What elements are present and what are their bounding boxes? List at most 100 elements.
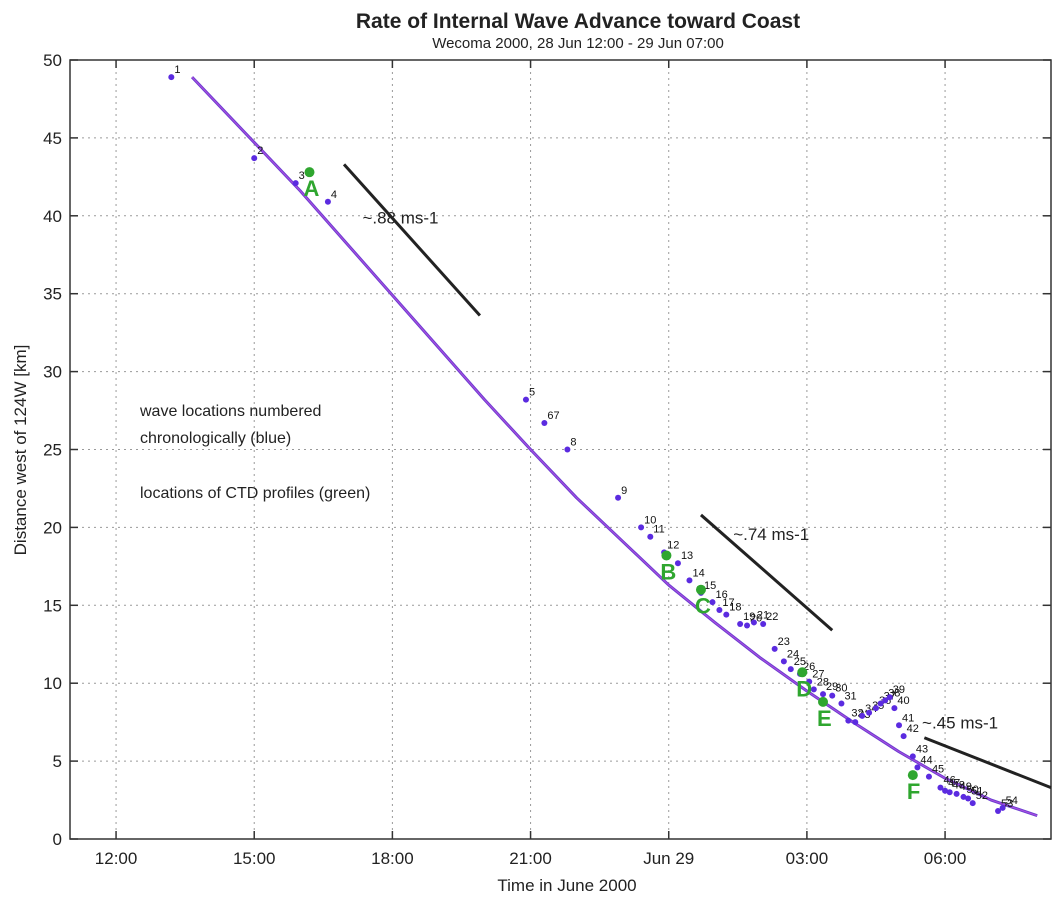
- y-tick-label: 5: [53, 752, 62, 771]
- fit-curve-layer: [190, 76, 1038, 818]
- wave-point: [942, 787, 949, 794]
- wave-point-label: 3: [299, 170, 305, 182]
- wave-point: [615, 494, 622, 501]
- wave-point-label: 42: [907, 723, 919, 735]
- wave-point: [925, 773, 932, 780]
- wave-point: [638, 524, 645, 531]
- wave-point: [946, 789, 953, 796]
- wave-point-label: 15: [704, 580, 716, 592]
- wave-point: [522, 396, 529, 403]
- wave-point-label: 54: [1006, 795, 1018, 807]
- wave-point-label: 4: [331, 189, 337, 201]
- x-tick-label: 12:00: [95, 849, 138, 868]
- x-axis-label: Time in June 2000: [497, 876, 636, 895]
- rate-line: [342, 163, 482, 317]
- wave-point: [723, 611, 730, 618]
- wave-point: [891, 705, 898, 712]
- y-tick-label: 0: [53, 830, 62, 849]
- wave-point: [965, 795, 972, 802]
- wave-point: [859, 712, 866, 719]
- x-tick-label: 15:00: [233, 849, 276, 868]
- wave-point: [872, 705, 879, 712]
- wave-point: [292, 180, 299, 187]
- y-tick-label: 25: [43, 441, 62, 460]
- wave-point: [709, 599, 716, 606]
- grid-layer: [70, 59, 1051, 840]
- wave-point: [886, 694, 893, 701]
- wave-point-label: 21: [757, 609, 769, 621]
- wave-point-label: 28: [817, 676, 829, 688]
- ctd-points-layer: A BC DE F: [303, 167, 920, 804]
- wave-point: [716, 606, 723, 613]
- wave-point-label: 27: [812, 669, 824, 681]
- annotation-line-2: chronologically (blue): [140, 430, 291, 447]
- axes-layer: 12:00 15:00 18:00 21:00 Jun 29 03:00 06:00 0 5 10…: [43, 51, 1052, 868]
- wave-point: [960, 793, 967, 800]
- wave-point-label: 8: [570, 437, 576, 449]
- wave-point: [686, 577, 693, 584]
- x-tick-label: 18:00: [371, 849, 414, 868]
- annotations-layer: wave locations numbered chronologically …: [139, 403, 370, 502]
- wave-point: [995, 807, 1002, 814]
- wave-point-label: 49: [960, 781, 972, 793]
- wave-point-label: 39: [893, 684, 905, 696]
- wave-point: [787, 666, 794, 673]
- y-axis-label: Distance west of 124W [km]: [11, 345, 30, 556]
- wave-point-label: 5: [529, 387, 535, 399]
- wave-point: [564, 446, 571, 453]
- wave-point-label: 48: [953, 779, 965, 791]
- wave-point: [810, 686, 817, 693]
- y-tick-label: 35: [43, 285, 62, 304]
- rate-label: ~.45 ms-1: [922, 713, 998, 732]
- wave-point-label: 44: [920, 754, 932, 766]
- chart-subtitle: Wecoma 2000, 28 Jun 12:00 - 29 Jun 07:00: [432, 35, 724, 52]
- wave-point-label: 9: [621, 485, 627, 497]
- wave-point-label: 50: [966, 784, 978, 796]
- wave-point: [937, 784, 944, 791]
- ctd-point: [695, 584, 706, 595]
- wave-point-label: 10: [644, 514, 656, 526]
- wave-point: [737, 620, 744, 627]
- wave-point-label: 52: [976, 790, 988, 802]
- ctd-point: [661, 550, 672, 561]
- x-tick-label: 06:00: [924, 849, 967, 868]
- wave-point: [953, 790, 960, 797]
- wave-point: [674, 560, 681, 567]
- wave-point: [896, 722, 903, 729]
- rate-line: [699, 513, 834, 632]
- wave-point-label: 67: [547, 410, 559, 422]
- wave-point: [541, 420, 548, 427]
- annotation-line-1: wave locations numbered: [139, 403, 321, 420]
- rate-label: ~.88 ms-1: [362, 209, 438, 228]
- y-tick-label: 20: [43, 518, 62, 537]
- wave-point-label: 25: [794, 656, 806, 668]
- wave-point-label: 24: [787, 648, 799, 660]
- wave-point-label: 41: [902, 712, 914, 724]
- wave-point-label: 22: [766, 611, 778, 623]
- wave-point: [780, 658, 787, 665]
- wave-point-label: 11: [653, 524, 664, 536]
- x-tick-label: 21:00: [509, 849, 552, 868]
- wave-point-label: 18: [729, 602, 741, 614]
- wave-point-label: 30: [835, 683, 847, 695]
- wave-point: [877, 700, 884, 707]
- y-tick-label: 45: [43, 129, 62, 148]
- wave-point: [914, 764, 921, 771]
- ctd-point-label: D: [796, 676, 812, 701]
- x-tick-label: 03:00: [786, 849, 829, 868]
- wave-point: [251, 155, 258, 162]
- ctd-point: [304, 167, 315, 178]
- chart-title: Rate of Internal Wave Advance toward Coa…: [356, 10, 800, 33]
- wave-point-label: 23: [778, 636, 790, 648]
- y-tick-label: 40: [43, 207, 62, 226]
- ctd-point: [797, 667, 808, 678]
- ctd-point-label: B: [660, 559, 676, 584]
- wave-point: [760, 620, 767, 627]
- wave-point: [866, 709, 873, 716]
- fit-curve-highlight: [191, 76, 1038, 817]
- wave-point: [806, 678, 813, 685]
- ctd-point: [818, 696, 829, 707]
- wave-point: [771, 645, 778, 652]
- wave-point: [969, 800, 976, 807]
